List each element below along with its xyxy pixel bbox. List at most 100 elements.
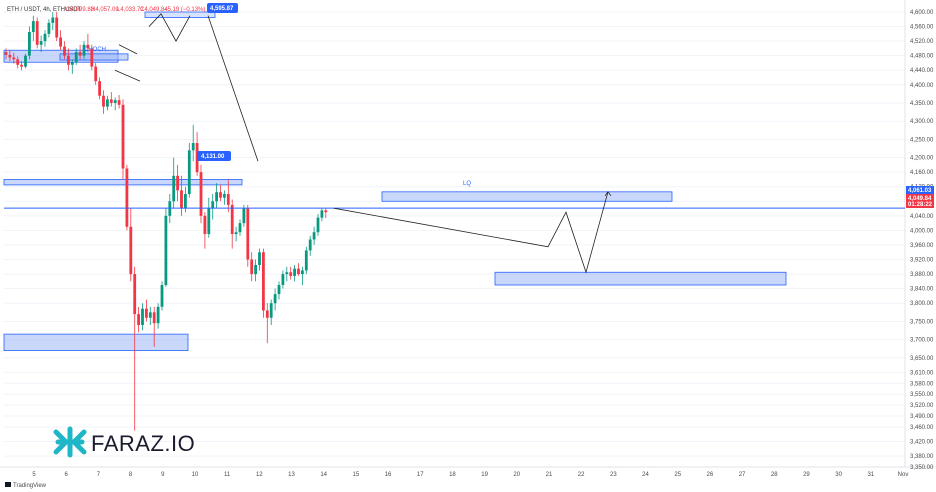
candle-body (39, 41, 43, 45)
candle-body (172, 175, 176, 202)
time-tick-label: 25 (674, 472, 681, 478)
time-tick-label: 26 (707, 472, 714, 478)
symbol-legend[interactable]: ETH / USDT, 4h, ETHUSDT O4,099.83 H4,057… (7, 7, 205, 13)
time-tick-label: 6 (65, 472, 69, 478)
price-tick-label: 4,600.00 (910, 10, 934, 16)
time-tick-label: 15 (353, 472, 360, 478)
time-tick-label: 5 (32, 472, 36, 478)
zone-box (3, 179, 243, 186)
candle-body (265, 310, 269, 318)
candle-body (230, 204, 234, 235)
candle-body (180, 190, 183, 209)
candle-body (51, 17, 55, 23)
price-tick-label: 4,300.00 (910, 119, 934, 125)
time-tick-label: 16 (385, 472, 392, 478)
price-tick-label: 3,550.00 (910, 392, 934, 398)
candles-layer (4, 12, 328, 431)
candle-body (133, 274, 137, 315)
candle-body (82, 44, 86, 56)
candle-body (234, 232, 238, 235)
candle-body (160, 285, 164, 307)
lq-label: LQ (463, 181, 471, 187)
candle-body (125, 168, 129, 227)
candle-body (4, 52, 8, 55)
candle-body (94, 66, 98, 82)
candle-body (59, 37, 62, 47)
candle-body (226, 194, 230, 205)
time-tick-label: 11 (224, 472, 231, 478)
candle-body (250, 259, 254, 275)
candle-body (117, 100, 121, 105)
candle-body (109, 99, 113, 103)
price-tick-label: 3,840.00 (910, 287, 934, 293)
price-tick-label: 3,800.00 (910, 301, 934, 307)
candle-body (67, 55, 70, 65)
candle-body (141, 308, 144, 326)
candle-body (176, 175, 179, 191)
candle-body (70, 62, 74, 65)
candle-body (55, 17, 59, 38)
time-tick-label: 7 (97, 472, 101, 478)
price-tick-label: 3,700.00 (910, 338, 934, 344)
candle-body (223, 194, 226, 198)
candle-body (187, 150, 191, 194)
tradingview-logo[interactable]: TradingView (5, 482, 47, 489)
price-tick-label: 3,520.00 (910, 403, 934, 409)
price-tick-label: 3,380.00 (910, 454, 934, 460)
candle-body (98, 81, 101, 96)
candle-body (31, 21, 35, 33)
time-tick-label: 14 (320, 472, 327, 478)
ohlc-low: L4,033.71 (117, 7, 144, 13)
price-tick-label: 4,000.00 (910, 228, 934, 234)
candle-body (219, 192, 222, 198)
candle-body (106, 99, 109, 107)
candle-body (63, 46, 66, 56)
zone-box (494, 271, 787, 286)
candle-body (43, 33, 47, 42)
price-tick-label: 4,480.00 (910, 54, 934, 60)
ohlc-high: H4,057.09 (91, 7, 119, 13)
candle-body (269, 303, 273, 318)
drawings-layer (4, 13, 905, 274)
price-tick-label: 4,520.00 (910, 39, 934, 45)
candle-body (90, 48, 94, 67)
price-tick-label: 3,880.00 (910, 272, 934, 278)
candle-body (285, 272, 289, 275)
candle-body (320, 210, 324, 218)
price-tick-label: 3,610.00 (910, 370, 934, 376)
candle-body (215, 192, 218, 202)
candle-body (238, 223, 242, 233)
mid-level-tag-text: 4,131.00 (201, 154, 225, 160)
swing-path (148, 13, 191, 42)
candle-body (129, 226, 133, 275)
candle-body (47, 22, 51, 34)
price-axis-tags: 4,061.03 4,049.84 01:28:22 (906, 186, 934, 208)
price-tick-label: 4,250.00 (910, 137, 934, 143)
price-tick-label: 4,350.00 (910, 101, 934, 107)
candle-body (203, 215, 207, 235)
candle-body (301, 270, 304, 275)
choch-label: CHOCH (84, 47, 106, 53)
price-axis[interactable]: 4,600.00 4,560.00 4,520.00 4,480.00 4,440.00… (910, 10, 934, 471)
candle-body (12, 57, 16, 60)
candle-body (242, 208, 246, 224)
candle-body (304, 250, 308, 271)
zone-box (59, 53, 129, 61)
drop-arrow (207, 15, 259, 162)
candle-body (86, 44, 90, 49)
price-tick-label: 3,920.00 (910, 258, 934, 264)
candle-body (297, 268, 300, 275)
time-tick-label: 10 (192, 472, 199, 478)
ohlc-change: −5.19 (−0.13%) (164, 7, 205, 13)
price-tick-label: 3,420.00 (910, 440, 934, 446)
time-tick-label: 31 (867, 472, 874, 478)
time-axis[interactable]: 5 6 7 8 9 10 11 12 13 14 15 16 17 18 19 20 21 22 23 24 25 26 2… (32, 472, 908, 478)
price-tick-label: 3,960.00 (910, 243, 934, 249)
faraz-logo: FARAZ.IO (53, 426, 195, 458)
price-tick-label: 4,160.00 (910, 170, 934, 176)
candle-body (148, 312, 152, 318)
candle-body (35, 21, 39, 45)
candle-body (78, 52, 82, 56)
time-tick-label: 8 (129, 472, 133, 478)
